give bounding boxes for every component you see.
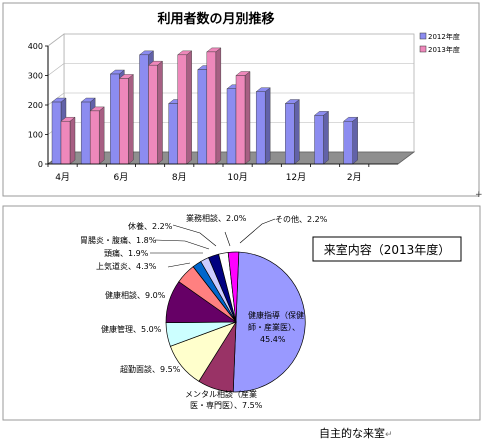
- leader-lines: [150, 218, 276, 268]
- x-tick-label: 4月: [55, 172, 70, 183]
- return-mark: ↵: [385, 430, 393, 440]
- leader-kyuyo: [172, 224, 217, 247]
- leader-ichoen: [154, 239, 210, 250]
- leader-sonota: [239, 218, 276, 244]
- label-sonota: その他、2.2%: [275, 214, 328, 224]
- label-kenko-shido-1: 健康指導（保健: [248, 310, 304, 320]
- bar-chart-title: 利用者数の月別推移: [157, 11, 274, 27]
- pie-slice-0: [232, 251, 306, 393]
- x-tick-label: 2月: [347, 172, 362, 183]
- y-tick-label: 200: [28, 101, 43, 110]
- label-kenko-sodan: 健康相談、9.0%: [105, 290, 166, 300]
- bar-2013年度-5月: [89, 106, 105, 165]
- label-zutsu: 頭痛、1.9%: [104, 248, 149, 258]
- legend: 2012年度 2013年度: [419, 32, 460, 54]
- bars: [51, 47, 359, 165]
- y-tick-label: 300: [28, 72, 43, 81]
- bar-2012年度-2月: [343, 116, 359, 165]
- label-kenko-shido-2: 師・産業医）、: [248, 322, 300, 332]
- grid-line-side: [47, 33, 65, 47]
- y-tick-label: 100: [28, 131, 43, 140]
- leader-jokidoen: [167, 262, 191, 268]
- caption: 自主的な来室↵: [319, 425, 393, 441]
- legend-label-2012: 2012年度: [428, 32, 460, 41]
- label-kyuyo: 休養、2.2%: [128, 221, 173, 231]
- y-tick-label: 400: [28, 42, 43, 51]
- label-chokin: 超勤面談、9.5%: [120, 364, 181, 374]
- pie-title-box: [312, 236, 462, 262]
- x-tick-label: 6月: [114, 172, 129, 183]
- pie-chart: 来室内容（2013年度） 休養、2.2% 業務相談、2.0% その他、2.2% …: [2, 205, 481, 421]
- label-mental-2: 医・専門医）、7.5%: [190, 400, 263, 410]
- legend-swatch-2013: [419, 45, 427, 53]
- bar-2013年度-4月: [60, 116, 76, 165]
- bar-2013年度-8月: [177, 50, 193, 165]
- leader-gyomu: [224, 231, 231, 247]
- label-mental-1: メンタル相談（産業: [185, 389, 257, 399]
- x-tick-label: 10月: [227, 172, 247, 183]
- pie-slices: [165, 251, 306, 393]
- bar-chart: 利用者数の月別推移 0 100 200 300 400 4月 6月 8月 10月 12月 2月 2…: [2, 2, 480, 197]
- pie-slice-10: [227, 251, 240, 323]
- x-ticks: 4月 6月 8月 10月 12月 2月: [47, 163, 398, 183]
- caption-text: 自主的な来室: [319, 427, 385, 440]
- bar-2012年度-11月: [255, 87, 271, 165]
- pie-title: 来室内容（2013年度）: [324, 242, 451, 257]
- label-gyomu: 業務相談、2.0%: [186, 213, 247, 223]
- x-tick-label: 12月: [286, 172, 306, 183]
- y-tick-label: 0: [38, 160, 43, 169]
- label-kenko-shido-3: 45.4%: [260, 335, 286, 344]
- bar-2012年度-1月: [313, 110, 330, 165]
- anchor-mark: +: [475, 190, 483, 200]
- bar-2013年度-10月: [235, 71, 251, 165]
- legend-label-2013: 2013年度: [428, 45, 460, 54]
- grid-line-side: [47, 63, 65, 76]
- y-ticks: 0 100 200 300 400: [28, 42, 48, 169]
- legend-swatch-2012: [419, 32, 427, 40]
- x-tick-label: 8月: [172, 172, 187, 183]
- label-kenko-kanri: 健康管理、5.0%: [101, 324, 162, 334]
- label-jokidoen: 上気道炎、4.3%: [96, 261, 157, 271]
- label-ichoen: 胃腸炎・腹痛、1.8%: [80, 235, 157, 245]
